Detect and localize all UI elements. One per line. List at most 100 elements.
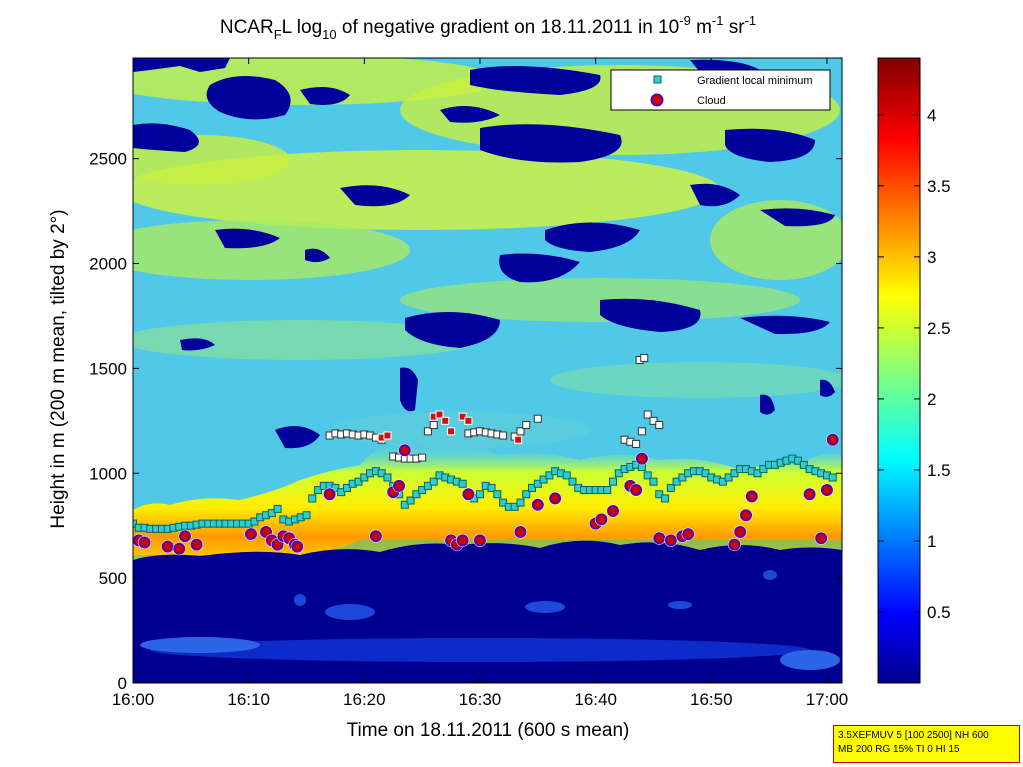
upper-minimum-point (522, 421, 531, 430)
colorbar-frame (877, 57, 921, 684)
x-tick-label: 16:20 (343, 690, 386, 709)
cloud-point (635, 452, 648, 465)
colorbar-ticks: 0.5 1 1.5 2 2.5 3 3.5 4 (878, 106, 951, 622)
cloud-point (595, 513, 608, 526)
gradient-minimum-point (250, 517, 259, 526)
y-tick-label: 500 (99, 569, 127, 588)
upper-cloud-point (464, 416, 473, 425)
gradient-minimum-point (718, 477, 727, 486)
gradient-minimum-point (302, 511, 311, 520)
upper-cloud-point (383, 431, 392, 440)
gradient-minimum-point (608, 477, 617, 486)
gradient-minimum-point (655, 490, 664, 499)
colorbar-tick-label: 3.5 (927, 177, 951, 196)
colorbar-tick-label: 1.5 (927, 461, 951, 480)
gradient-minimum-point (493, 490, 502, 499)
x-tick-label: 16:40 (574, 690, 617, 709)
gradient-minimum-point (342, 483, 351, 492)
parameter-info-line-2: MB 200 RG 15% TI 0 HI 15 (838, 744, 960, 755)
x-tick-label: 16:10 (227, 690, 270, 709)
gradient-minimum-point (400, 500, 409, 509)
ground-highlights (140, 570, 840, 670)
x-tick-label: 17:00 (806, 690, 849, 709)
cloud-point (369, 530, 382, 543)
aerosol-layer (133, 442, 842, 560)
colorbar-gradient (878, 58, 920, 683)
upper-minimum-point (649, 416, 658, 425)
cloud-point (826, 433, 839, 446)
cloud-point (473, 534, 486, 547)
gradient-minimum-point (545, 471, 554, 480)
gradient-minimum-point (383, 473, 392, 482)
cloud-point (190, 538, 203, 551)
colorbar-tick-label: 2.5 (927, 319, 951, 338)
cloud-point (820, 484, 833, 497)
cloud-point (462, 488, 475, 501)
upper-minimum-point (637, 427, 646, 436)
data-overlay (133, 353, 840, 556)
gradient-minimum-point (429, 477, 438, 486)
gradient-minimum-point (273, 504, 282, 513)
upper-minimum-point (516, 427, 525, 436)
x-tick-label: 16:50 (690, 690, 733, 709)
gradient-minimum-point (418, 486, 427, 495)
gradient-minimum-point (308, 494, 317, 503)
gradient-minimum-point (475, 490, 484, 499)
gradient-minimum-point (423, 481, 432, 490)
upper-cloud-point (514, 435, 523, 444)
cloud-point (630, 484, 643, 497)
gradient-minimum-point (314, 486, 323, 495)
gradient-minimum-point (614, 469, 623, 478)
colorbar-tick-label: 3 (927, 248, 936, 267)
y-tick-label: 2000 (89, 255, 127, 274)
parameter-info-box: 3.5XEFMUV 5 [100 2500] NH 600 MB 200 RG … (833, 725, 1020, 763)
cloud-point (728, 538, 741, 551)
legend: Gradient local minimum Cloud (610, 69, 831, 111)
gradient-minimum-point (672, 477, 681, 486)
plot-frame (132, 57, 843, 684)
gradient-minimum-point (487, 483, 496, 492)
upper-minimum-point (418, 453, 427, 462)
cloud-point (398, 444, 411, 457)
upper-cloud-point (458, 412, 467, 421)
gradient-minimum-point (510, 502, 519, 511)
y-axis-label: Height in m (200 m mean, tilted by 2°) (48, 209, 69, 528)
gradient-minimum-point (337, 488, 346, 497)
legend-marker-gradient-minimum (653, 75, 662, 84)
upper-minimum-point (499, 431, 508, 440)
gradient-minimum-point (533, 479, 542, 488)
x-axis-label: Time on 18.11.2011 (600 s mean) (347, 720, 630, 741)
y-tick-label: 0 (118, 674, 127, 693)
gradient-minimum-point (522, 490, 531, 499)
gradient-minimum-point (759, 465, 768, 474)
upper-minimum-point (533, 414, 542, 423)
gradient-minimum-point (603, 486, 612, 495)
colorbar-tick-label: 1 (927, 532, 936, 551)
cloud-point (173, 542, 186, 555)
gradient-minimum-point (406, 496, 415, 505)
x-axis: 16:00 16:10 16:20 16:30 16:40 16:50 17:00 (112, 58, 849, 709)
cloud-point (260, 525, 273, 538)
cloud-point (161, 540, 174, 553)
gradient-minimum-point (412, 490, 421, 499)
chart-title: NCARFL log10 of negative gradient on 18.… (220, 13, 756, 42)
legend-label-cloud: Cloud (697, 95, 726, 107)
cloud-point (291, 540, 304, 553)
cloud-point (803, 488, 816, 501)
cloud-point (138, 536, 151, 549)
gradient-minimum-point (360, 473, 369, 482)
gradient-minimum-point (724, 473, 733, 482)
cloud-point (734, 525, 747, 538)
gradient-minimum-point (499, 498, 508, 507)
cloud-point (393, 479, 406, 492)
gradient-minimum-point (661, 494, 670, 503)
gradient-minimum-point (516, 498, 525, 507)
cloud-point (271, 538, 284, 551)
upper-cloud-point (435, 410, 444, 419)
gradient-minimum-point (794, 456, 803, 465)
gradient-minimum-point (528, 483, 537, 492)
cloud-point (531, 498, 544, 511)
gradient-minimum-point (730, 469, 739, 478)
heatmap-dark-regions (133, 58, 835, 449)
